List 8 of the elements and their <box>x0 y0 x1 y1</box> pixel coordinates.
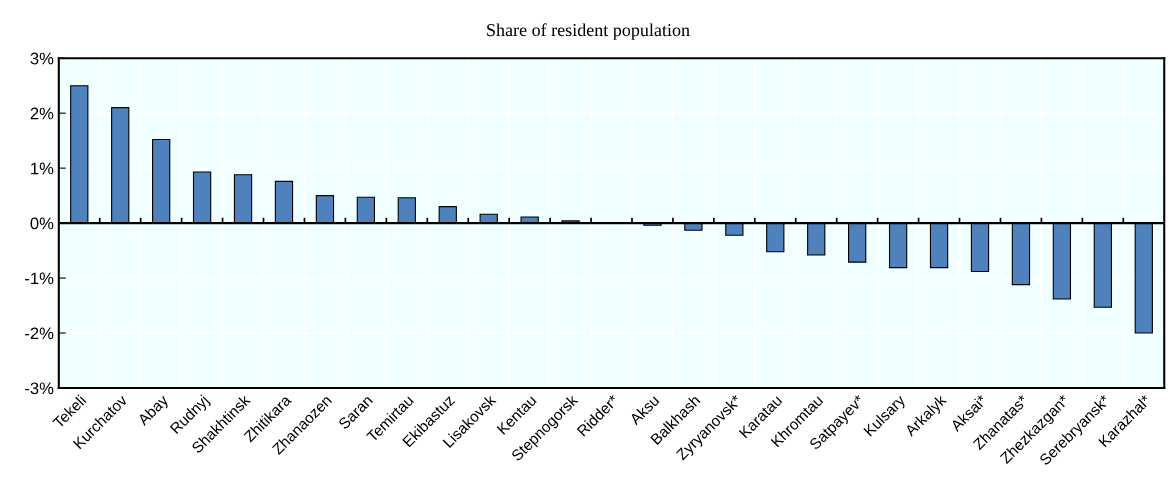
y-tick-label: 2% <box>30 107 54 120</box>
y-tick-label: 0% <box>30 217 54 230</box>
chart-title: Share of resident population <box>487 23 690 40</box>
y-tick-label: -1% <box>25 272 54 285</box>
y-tick-label: -3% <box>25 382 54 395</box>
y-tick-label: 1% <box>31 162 54 175</box>
y-tick-label: 3% <box>30 52 54 65</box>
y-tick-label: -2% <box>25 327 54 340</box>
